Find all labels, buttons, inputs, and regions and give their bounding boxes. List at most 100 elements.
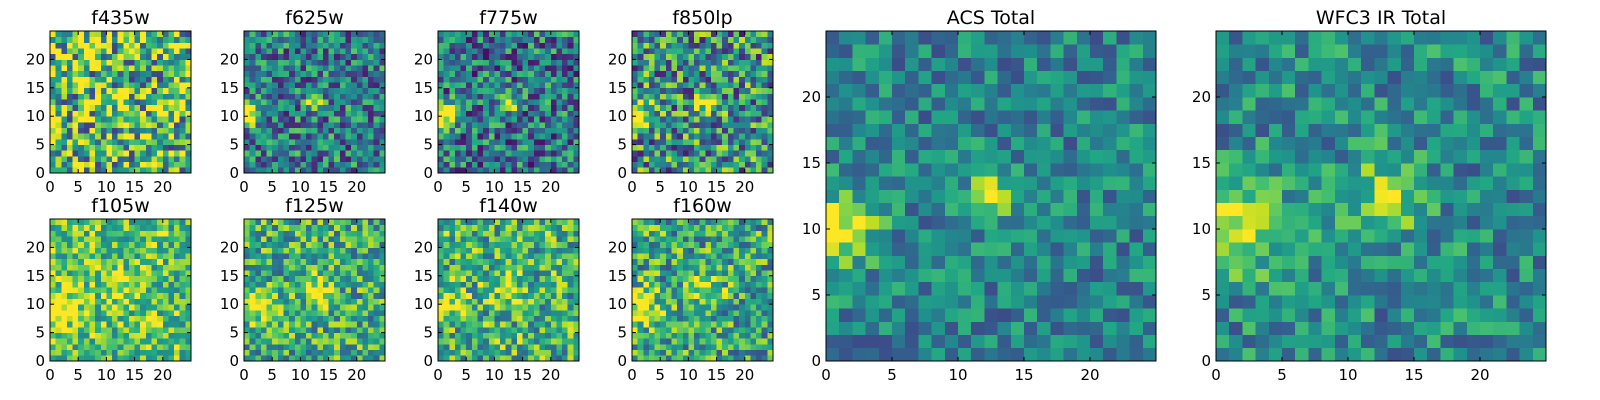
heatmap-cell [511, 264, 518, 271]
heatmap-cell [255, 48, 262, 55]
heatmap-cell [317, 332, 324, 339]
heatmap-cell [112, 230, 119, 237]
heatmap-cell [494, 155, 501, 163]
heatmap-cell [294, 31, 301, 38]
heatmap-cell [665, 167, 672, 174]
heatmap-cell [168, 326, 175, 333]
heatmap-cell [179, 53, 186, 60]
heatmap-cell [72, 230, 79, 237]
heatmap-cell [632, 87, 639, 94]
heatmap-cell [665, 59, 672, 66]
heatmap-cell [50, 275, 57, 282]
heatmap-cell [522, 104, 529, 111]
heatmap-cell [294, 70, 301, 77]
heatmap-cell [573, 87, 580, 94]
heatmap-cell [123, 230, 130, 237]
heatmap-cell [528, 93, 535, 100]
heatmap-cell [660, 104, 667, 111]
heatmap-cell [665, 144, 672, 151]
heatmap-cell [83, 144, 90, 151]
heatmap-cell [334, 247, 341, 254]
heatmap-cell [362, 167, 369, 174]
heatmap-cell [477, 349, 484, 356]
heatmap-cell [345, 281, 352, 288]
heatmap-cell [710, 326, 717, 333]
x-tick-label: 5 [73, 178, 83, 196]
heatmap-cell [488, 116, 495, 123]
heatmap-cell [699, 343, 706, 351]
heatmap-cell [500, 309, 507, 316]
heatmap-cell [733, 315, 740, 322]
x-tick-label: 20 [153, 366, 172, 384]
heatmap-cell [643, 292, 650, 299]
heatmap-cell [761, 343, 768, 351]
heatmap-cell [545, 116, 552, 123]
heatmap-cell [317, 270, 324, 277]
heatmap-cell [744, 275, 751, 282]
heatmap-cell [66, 281, 73, 288]
heatmap-cell [328, 155, 335, 163]
heatmap-cell [174, 93, 181, 100]
heatmap-cell [255, 104, 262, 111]
heatmap-cell [134, 258, 141, 265]
heatmap-cell [471, 332, 478, 339]
heatmap-cell [671, 42, 678, 49]
heatmap-cell [744, 116, 751, 123]
heatmap-cell [151, 304, 158, 311]
heatmap-cell [322, 343, 329, 351]
heatmap-cell [300, 338, 307, 345]
heatmap-cell [637, 104, 644, 111]
heatmap-cell [95, 321, 102, 328]
heatmap-cell [727, 355, 734, 362]
heatmap-cell [733, 138, 740, 145]
heatmap-cell [471, 326, 478, 333]
heatmap-cell [545, 287, 552, 294]
heatmap-cell [511, 321, 518, 328]
heatmap-cell [78, 264, 85, 271]
heatmap-cell [185, 315, 192, 322]
heatmap-cell [705, 150, 712, 157]
heatmap-cell [438, 304, 445, 311]
heatmap-cell [643, 343, 650, 351]
heatmap-cell [682, 36, 689, 43]
heatmap-cell [306, 87, 313, 94]
heatmap-cell [466, 65, 473, 72]
heatmap-cell [255, 304, 262, 311]
heatmap-cell [545, 343, 552, 351]
heatmap-cell [694, 104, 701, 111]
heatmap-cell [460, 99, 467, 106]
heatmap-cell [128, 48, 135, 55]
heatmap-cell [157, 321, 164, 328]
heatmap-cell [140, 230, 147, 237]
heatmap-cell [733, 82, 740, 89]
heatmap-cell [294, 59, 301, 66]
heatmap-cell [339, 87, 346, 94]
heatmap-cell [443, 99, 450, 106]
heatmap-cell [705, 133, 712, 140]
heatmap-cell [373, 59, 380, 66]
heatmap-cell [454, 349, 461, 356]
heatmap-cell [761, 104, 768, 111]
heatmap-cell [665, 31, 672, 38]
heatmap-cell [654, 332, 661, 339]
heatmap-cell [106, 281, 113, 288]
heatmap-cell [95, 304, 102, 311]
heatmap-cell [643, 144, 650, 151]
heatmap-cell [665, 99, 672, 106]
heatmap-cell [162, 236, 169, 243]
heatmap-cell [112, 298, 119, 305]
heatmap-cell [632, 326, 639, 333]
heatmap-cell [699, 99, 706, 106]
heatmap-cell [106, 144, 113, 151]
heatmap-cell [244, 82, 251, 89]
heatmap-cell [55, 36, 62, 43]
heatmap-cell [72, 53, 79, 60]
heatmap-cell [334, 332, 341, 339]
heatmap-cell [488, 31, 495, 38]
heatmap-cell [283, 144, 290, 151]
heatmap-cell [266, 236, 273, 243]
heatmap-cell [505, 70, 512, 77]
heatmap-cell [272, 309, 279, 316]
heatmap-cell [100, 298, 107, 305]
heatmap-cell [151, 53, 158, 60]
